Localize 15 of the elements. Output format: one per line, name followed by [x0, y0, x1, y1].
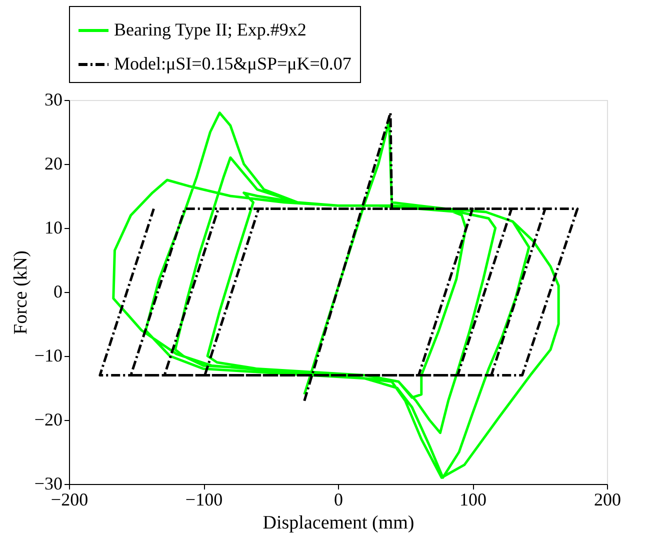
- x-axis-title: Displacement (mm): [262, 512, 414, 534]
- line-series: [98, 112, 579, 402]
- y-tick-label: −20: [34, 410, 62, 430]
- y-tick-label: −10: [34, 346, 62, 366]
- x-tick-label: −100: [185, 490, 223, 510]
- x-tick-label: 200: [594, 490, 621, 510]
- y-tick-label: 30: [44, 90, 62, 110]
- x-tick-label: 0: [334, 490, 343, 510]
- y-tick-label: 10: [44, 218, 62, 238]
- x-tick-label: 100: [460, 490, 486, 510]
- y-axis-title: Force (kN): [10, 250, 32, 334]
- legend-label: Model:μSI=0.15&μSP=μK=0.07: [114, 54, 352, 74]
- y-tick-label: 20: [44, 154, 62, 174]
- y-tick-label: 0: [54, 282, 62, 302]
- legend-label: Bearing Type II; Exp.#9x2: [114, 20, 306, 40]
